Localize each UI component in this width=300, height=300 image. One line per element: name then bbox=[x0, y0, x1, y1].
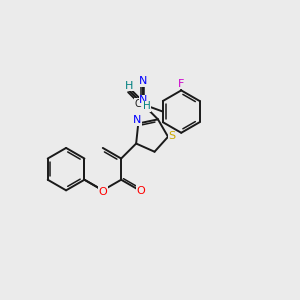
Text: N: N bbox=[133, 115, 141, 125]
Text: H: H bbox=[143, 101, 151, 111]
Text: O: O bbox=[136, 186, 145, 196]
Text: F: F bbox=[178, 79, 184, 89]
Text: N: N bbox=[140, 95, 148, 105]
Text: O: O bbox=[98, 187, 107, 196]
Text: C: C bbox=[135, 99, 141, 109]
Text: H: H bbox=[125, 80, 134, 91]
Text: N: N bbox=[139, 76, 147, 86]
Text: S: S bbox=[169, 131, 176, 141]
